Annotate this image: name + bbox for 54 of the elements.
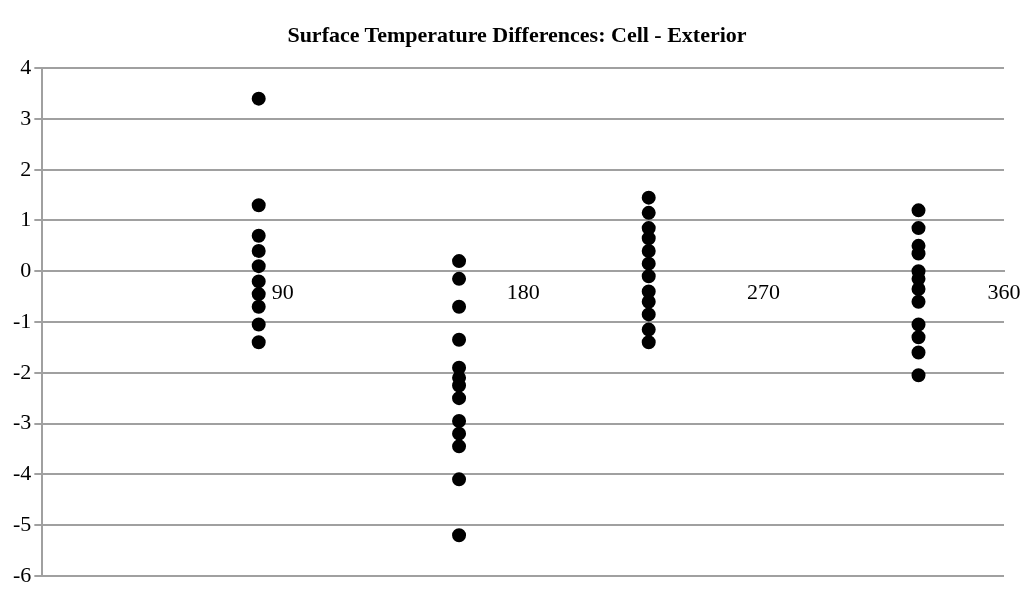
y-tick-label: 3 bbox=[20, 104, 32, 130]
point bbox=[641, 190, 656, 205]
point bbox=[911, 294, 926, 309]
point bbox=[641, 256, 656, 271]
point bbox=[641, 243, 656, 258]
point bbox=[452, 299, 467, 314]
point bbox=[251, 198, 266, 213]
point bbox=[452, 413, 467, 428]
point bbox=[641, 335, 656, 350]
point bbox=[251, 299, 266, 314]
y-tick-label: -3 bbox=[13, 409, 32, 435]
y-tick-label: -1 bbox=[13, 307, 32, 333]
point bbox=[452, 254, 467, 269]
point bbox=[251, 259, 266, 274]
y-tick-label: 4 bbox=[20, 53, 32, 79]
point bbox=[452, 439, 467, 454]
point bbox=[251, 243, 266, 258]
point bbox=[251, 91, 266, 106]
x-tick-label: 360 bbox=[987, 279, 1021, 305]
point bbox=[911, 317, 926, 332]
y-tick-label: 1 bbox=[20, 206, 32, 232]
y-tick-label: -4 bbox=[13, 460, 32, 486]
point bbox=[641, 294, 656, 309]
point bbox=[452, 426, 467, 441]
point bbox=[641, 307, 656, 322]
point bbox=[251, 335, 266, 350]
point bbox=[911, 203, 926, 218]
y-tick-label: 0 bbox=[20, 257, 32, 283]
point bbox=[911, 282, 926, 297]
y-tick-label: -5 bbox=[13, 510, 32, 536]
point bbox=[251, 287, 266, 302]
point bbox=[251, 228, 266, 243]
point bbox=[641, 269, 656, 284]
point bbox=[641, 231, 656, 246]
y-tick-label: -2 bbox=[13, 358, 32, 384]
point bbox=[452, 271, 467, 286]
point bbox=[452, 528, 467, 543]
y-tick-label: -6 bbox=[13, 561, 32, 587]
point bbox=[911, 330, 926, 345]
point bbox=[641, 205, 656, 220]
point bbox=[251, 317, 266, 332]
x-tick-label: 180 bbox=[506, 279, 540, 305]
point bbox=[452, 391, 467, 406]
point bbox=[641, 322, 656, 337]
point bbox=[911, 221, 926, 236]
point bbox=[911, 345, 926, 360]
y-tick-label: 2 bbox=[20, 155, 32, 181]
point bbox=[911, 368, 926, 383]
x-tick-label: 90 bbox=[271, 279, 294, 305]
point bbox=[452, 472, 467, 487]
point bbox=[452, 332, 467, 347]
chart-title: Surface Temperature Differences: Cell - Exterior bbox=[286, 22, 748, 49]
x-tick-label: 270 bbox=[747, 279, 781, 305]
point bbox=[251, 274, 266, 289]
